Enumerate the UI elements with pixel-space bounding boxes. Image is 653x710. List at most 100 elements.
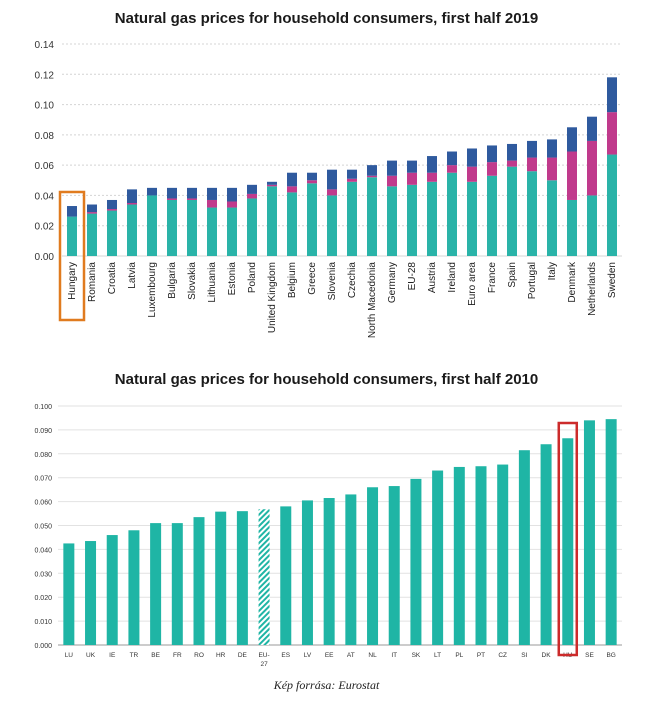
x-tick-label-uk: UK — [86, 652, 96, 659]
bar-segment-estonia-2 — [227, 187, 237, 202]
bar-segment-greece-0 — [307, 183, 317, 256]
chart-title-2010: Natural gas prices for household consume… — [114, 371, 539, 388]
x-tick-label-de: DE — [238, 652, 248, 659]
x-tick-label-bg: BG — [606, 652, 615, 659]
x-tick-label-es: ES — [281, 652, 290, 659]
y-tick-label: 0.020 — [34, 595, 52, 602]
bar-segment-euro-area-0 — [467, 181, 477, 256]
bar-segment-belgium-0 — [287, 192, 297, 256]
bar-segment-lithuania-2 — [207, 187, 217, 200]
x-tick-label-dk: DK — [542, 652, 552, 659]
bar-segment-slovakia-2 — [187, 187, 197, 199]
x-tick-label-north-macedonia: North Macedonia — [367, 262, 378, 339]
bar-segment-netherlands-0 — [587, 195, 597, 256]
y-tick-label: 0.090 — [34, 428, 52, 435]
x-tick-label-lt: LT — [434, 652, 441, 659]
bar-hr — [215, 511, 227, 645]
x-tick-label-lithuania: Lithuania — [207, 262, 218, 303]
y-tick-label: 0.02 — [35, 222, 55, 233]
bar-bg — [605, 419, 617, 645]
bar-segment-spain-1 — [507, 160, 517, 167]
bar-segment-lithuania-0 — [207, 207, 217, 256]
y-tick-label: 0.100 — [34, 404, 52, 411]
x-tick-label-bulgaria: Bulgaria — [167, 262, 178, 299]
bar-segment-germany-2 — [387, 160, 397, 176]
x-tick-label-eu-27: EU-27 — [258, 652, 269, 668]
bar-segment-slovakia-0 — [187, 199, 197, 256]
bar-segment-romania-0 — [87, 213, 97, 256]
bar-segment-united-kingdom-2 — [267, 181, 277, 185]
x-tick-label-be: BE — [151, 652, 160, 659]
bar-segment-hungary-0 — [67, 216, 77, 256]
bar-segment-romania-1 — [87, 212, 97, 214]
x-tick-label-eu-28: EU-28 — [407, 262, 418, 291]
bar-segment-belgium-2 — [287, 172, 297, 187]
bar-segment-greece-1 — [307, 180, 317, 184]
chart-2010-plot: 0.000 0.010 0.020 0.030 0.040 0.050 0.060 0.070… — [34, 404, 622, 668]
bar-segment-czechia-2 — [347, 169, 357, 179]
x-tick-label-france: France — [487, 262, 498, 294]
bar-segment-lithuania-1 — [207, 199, 217, 208]
bar-segment-north-macedonia-1 — [367, 175, 377, 178]
bar-ie — [106, 535, 118, 645]
bar-segment-poland-2 — [247, 184, 257, 194]
y-tick-label: 0.030 — [34, 571, 52, 578]
y-tick-label: 0.050 — [34, 524, 52, 531]
bar-segment-austria-0 — [427, 181, 437, 256]
bar-segment-croatia-0 — [107, 210, 117, 256]
bar-dk — [540, 444, 552, 645]
bar-lt — [432, 470, 444, 645]
x-tick-label-se: SE — [585, 652, 594, 659]
chart-title-2019: Natural gas prices for household consume… — [114, 10, 539, 27]
y-tick-label: 0.000 — [34, 643, 52, 650]
chart-2019: Natural gas prices for household consume… — [35, 10, 622, 339]
x-tick-label-sweden: Sweden — [607, 262, 618, 298]
bar-uk — [85, 541, 97, 645]
bar-segment-poland-0 — [247, 198, 257, 256]
x-tick-label-ireland: Ireland — [447, 262, 458, 293]
chart-2010: Natural gas prices for household consume… — [0, 365, 653, 677]
bar-segment-netherlands-2 — [587, 116, 597, 141]
bar-segment-croatia-1 — [107, 209, 117, 211]
x-tick-label-greece: Greece — [307, 262, 318, 295]
bar-segment-united-kingdom-0 — [267, 186, 277, 256]
bar-segment-latvia-1 — [127, 203, 137, 205]
x-tick-label-united-kingdom: United Kingdom — [267, 262, 278, 333]
bar-segment-slovenia-2 — [327, 169, 337, 190]
y-tick-label: 0.06 — [35, 161, 55, 172]
bar-segment-austria-2 — [427, 156, 437, 173]
highlight-box-hungary — [58, 190, 86, 322]
bar-pl — [453, 466, 465, 645]
bar-segment-united-kingdom-1 — [267, 184, 277, 187]
y-tick-label: 0.080 — [34, 452, 52, 459]
bar-ro — [193, 517, 205, 645]
bar-segment-czechia-0 — [347, 181, 357, 256]
bar-segment-latvia-0 — [127, 204, 137, 256]
x-tick-label-slovakia: Slovakia — [187, 262, 198, 300]
bar-si — [518, 450, 530, 645]
bar-segment-hungary-2 — [67, 206, 77, 217]
bar-segment-north-macedonia-0 — [367, 177, 377, 256]
x-tick-label-nl: NL — [368, 652, 377, 659]
x-tick-label-euro-area: Euro area — [467, 262, 478, 306]
y-tick-label: 0.10 — [35, 101, 55, 112]
bar-segment-netherlands-1 — [587, 140, 597, 196]
bar-segment-italy-1 — [547, 157, 557, 181]
x-tick-label-fr: FR — [173, 652, 182, 659]
bar-at — [345, 494, 357, 645]
y-tick-label: 0.14 — [35, 40, 55, 51]
bar-de — [236, 511, 248, 645]
x-tick-label-spain: Spain — [507, 262, 518, 288]
bar-segment-portugal-1 — [527, 157, 537, 172]
bar-cz — [497, 464, 509, 645]
chart-2019-plot: 0.00 0.02 0.04 0.06 0.08 0.10 0.12 0.14 Hungary R… — [35, 40, 622, 339]
x-tick-label-denmark: Denmark — [567, 261, 578, 303]
y-tick-label: 0.040 — [34, 547, 52, 554]
y-tick-label: 0.12 — [35, 70, 55, 81]
bar-segment-greece-2 — [307, 172, 317, 181]
x-tick-label-lv: LV — [304, 652, 312, 659]
bar-segment-portugal-2 — [527, 140, 537, 158]
y-tick-label: 0.04 — [35, 191, 55, 202]
bar-segment-france-2 — [487, 145, 497, 163]
bar-segment-bulgaria-0 — [167, 199, 177, 256]
